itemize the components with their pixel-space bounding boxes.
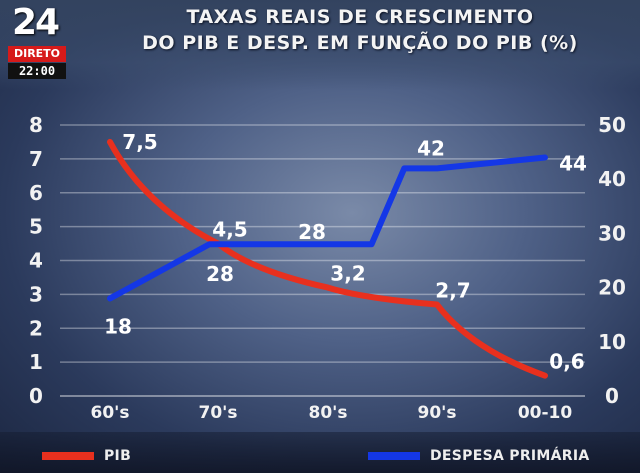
chart-title-line-1: TAXAS REAIS DE CRESCIMENTO <box>186 6 534 28</box>
chart-title-line-2: DO PIB E DESP. EM FUNÇÃO DO PIB (%) <box>142 32 578 54</box>
clock: 22:00 <box>8 63 66 79</box>
data-label-pib: 0,6 <box>549 350 584 374</box>
x-tick-label: 90's <box>418 403 457 423</box>
legend-label-pib: PIB <box>104 448 132 464</box>
channel-logo: 24 DIRETO 22:00 <box>4 2 66 79</box>
data-label-despesa: 28 <box>206 262 234 286</box>
y-left-tick-label: 7 <box>29 147 43 171</box>
data-label-pib: 4,5 <box>212 218 247 242</box>
series-line-pib <box>107 138 548 379</box>
y-left-tick-label: 6 <box>29 181 43 205</box>
channel-number: 24 <box>11 2 60 43</box>
y-right-tick-label: 50 <box>598 113 626 137</box>
y-right-tick-label: 0 <box>605 384 619 408</box>
y-left-tick-label: 8 <box>29 113 43 137</box>
legend-label-despesa: DESPESA PRIMÁRIA <box>430 448 590 464</box>
legend-despesa: DESPESA PRIMÁRIA <box>368 446 608 466</box>
y-left-tick-label: 0 <box>29 384 43 408</box>
x-tick-label: 80's <box>309 403 348 423</box>
header-background <box>0 0 640 90</box>
y-right-tick-label: 20 <box>598 276 626 300</box>
y-left-tick-label: 5 <box>29 215 43 239</box>
y-right-tick-label: 40 <box>598 167 626 191</box>
x-tick-label: 60's <box>91 403 130 423</box>
live-badge: DIRETO <box>8 46 66 62</box>
y-right-tick-label: 10 <box>598 330 626 354</box>
data-label-despesa: 42 <box>417 136 445 160</box>
series-line-despesa <box>107 154 548 302</box>
x-tick-label: 00-10 <box>518 403 573 423</box>
data-label-despesa: 18 <box>104 314 132 338</box>
data-label-pib: 3,2 <box>330 262 365 286</box>
y-left-tick-label: 4 <box>29 249 43 273</box>
y-left-tick-label: 2 <box>29 316 43 340</box>
legend-swatch-pib <box>42 452 94 460</box>
data-label-despesa: 44 <box>559 152 587 176</box>
x-tick-label: 70's <box>199 403 238 423</box>
data-label-despesa: 28 <box>298 220 326 244</box>
y-right-tick-label: 30 <box>598 221 626 245</box>
data-label-pib: 7,5 <box>122 130 157 154</box>
legend-pib: PIB <box>42 446 202 466</box>
legend-bar <box>0 432 640 473</box>
data-label-pib: 2,7 <box>435 279 470 303</box>
y-left-tick-label: 3 <box>29 282 43 306</box>
y-left-tick-label: 1 <box>29 350 43 374</box>
legend-swatch-despesa <box>368 452 420 460</box>
